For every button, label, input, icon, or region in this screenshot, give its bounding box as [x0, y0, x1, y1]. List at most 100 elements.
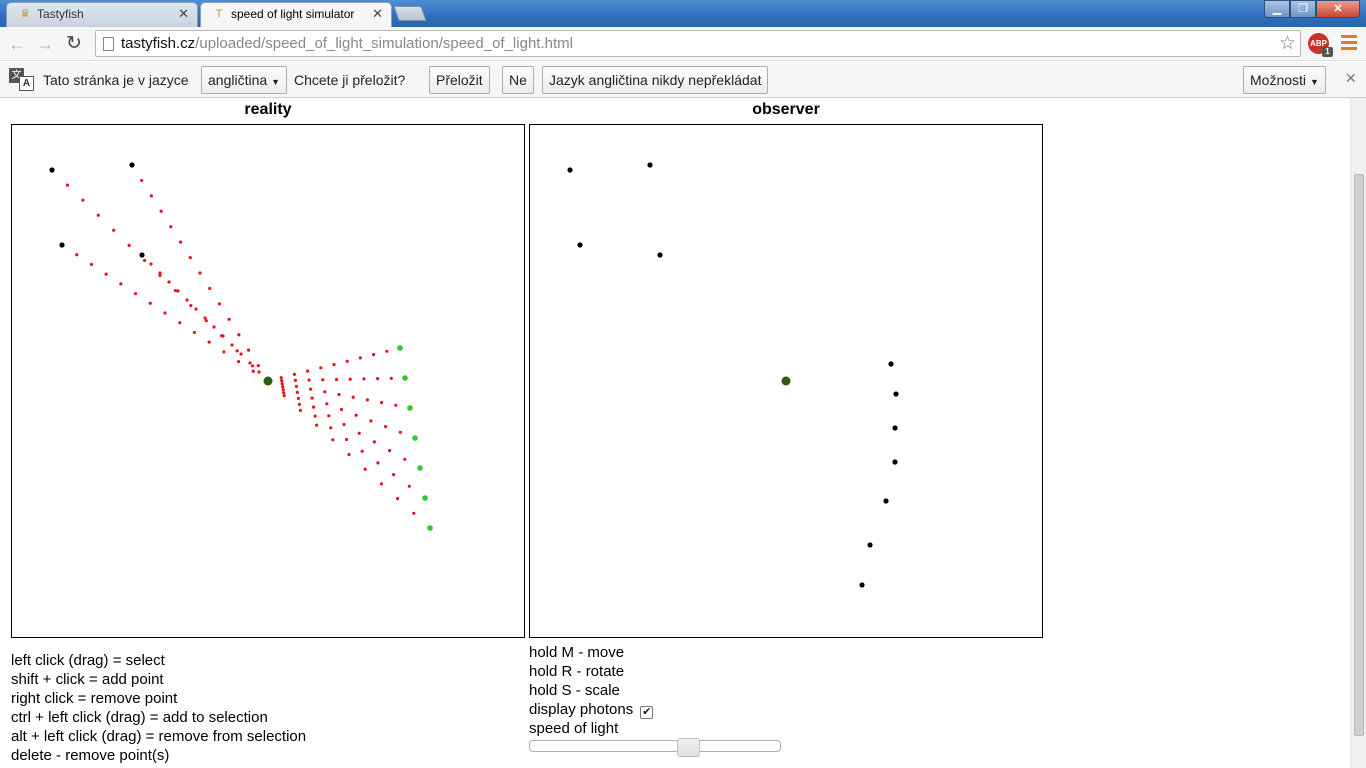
minimize-icon[interactable]: ▁ — [1264, 0, 1290, 18]
photon — [357, 431, 361, 435]
photon — [392, 473, 396, 477]
options-button[interactable]: Možnosti ▼ — [1243, 66, 1326, 94]
reality-point[interactable] — [59, 242, 65, 248]
window-titlebar: ♛ Tastyfish ✕ T speed of light simulator… — [0, 0, 1366, 27]
photon — [331, 438, 335, 442]
photon — [365, 398, 369, 402]
speed-of-light-slider[interactable] — [529, 738, 781, 757]
photon — [403, 457, 407, 461]
no-button[interactable]: Ne — [502, 66, 534, 94]
photon — [292, 372, 296, 376]
display-photons-label: display photons — [529, 701, 634, 718]
arrival-point[interactable] — [402, 375, 408, 381]
translate-question: Chcete ji přeložit? — [294, 72, 406, 88]
photon — [345, 359, 349, 363]
photon — [281, 385, 285, 389]
reality-point[interactable] — [129, 162, 135, 168]
photon — [363, 467, 367, 471]
tab-title: speed of light simulator — [231, 7, 355, 21]
t-icon: T — [215, 8, 223, 20]
observer-view-point[interactable] — [577, 242, 583, 248]
observer-view-point[interactable] — [567, 167, 573, 173]
observer-view-point[interactable] — [892, 425, 898, 431]
reality-point[interactable] — [139, 252, 145, 258]
photon — [148, 301, 152, 305]
tab-tastyfish[interactable]: ♛ Tastyfish ✕ — [6, 2, 198, 27]
photon — [369, 419, 373, 423]
photon — [376, 461, 380, 465]
observer-view-point[interactable] — [883, 498, 889, 504]
observer-view-point[interactable] — [867, 542, 873, 548]
window-close-icon[interactable]: ✕ — [1316, 0, 1360, 18]
observer-view-point[interactable] — [657, 252, 663, 258]
observer-view-point[interactable] — [888, 361, 894, 367]
close-icon[interactable]: ✕ — [178, 6, 189, 21]
reality-canvas[interactable] — [11, 124, 525, 638]
reality-observer-point[interactable] — [263, 376, 273, 386]
photon — [327, 414, 331, 418]
photon — [112, 228, 116, 232]
display-photons-row: display photons ✔ — [529, 700, 654, 719]
photon — [75, 253, 79, 257]
new-tab-button[interactable] — [393, 6, 427, 21]
photon — [389, 376, 393, 380]
photon — [65, 183, 70, 187]
reload-icon[interactable]: ↻ — [66, 33, 82, 54]
display-photons-checkbox[interactable]: ✔ — [640, 706, 654, 719]
reality-point[interactable] — [49, 167, 55, 173]
bookmark-star-icon[interactable]: ☆ — [1278, 33, 1296, 54]
address-bar[interactable]: tastyfish.cz/uploaded/speed_of_light_sim… — [95, 30, 1301, 57]
photon — [319, 366, 323, 370]
translate-close-icon[interactable]: ✕ — [1345, 70, 1357, 86]
arrival-point[interactable] — [422, 495, 428, 501]
arrival-point[interactable] — [417, 465, 423, 471]
observer-point[interactable] — [781, 376, 791, 386]
speed-label: speed of light — [529, 720, 619, 737]
photon — [293, 378, 297, 382]
tab-title: Tastyfish — [37, 7, 84, 21]
close-icon[interactable]: ✕ — [372, 6, 383, 21]
translate-button[interactable]: Přeložit — [429, 66, 490, 94]
arrival-point[interactable] — [427, 525, 433, 531]
photon — [89, 262, 94, 267]
slider-handle[interactable] — [676, 738, 700, 757]
photon — [207, 340, 211, 344]
photon — [294, 384, 298, 388]
photon — [396, 497, 400, 501]
url-host: tastyfish.cz — [121, 35, 196, 52]
observer-view-point[interactable] — [892, 459, 898, 465]
never-translate-button[interactable]: Jazyk angličtina nikdy nepřekládat — [542, 66, 769, 94]
observer-view-point[interactable] — [859, 582, 865, 588]
forward-arrow-icon[interactable]: → — [36, 34, 54, 54]
observer-view-point[interactable] — [893, 391, 899, 397]
arrival-point[interactable] — [407, 405, 413, 411]
reality-plot[interactable] — [12, 125, 524, 637]
language-select[interactable]: angličtina ▼ — [201, 66, 288, 94]
photon — [376, 377, 380, 381]
scrollbar-thumb[interactable] — [1354, 174, 1364, 736]
photon — [325, 402, 329, 406]
menu-hamburger-icon[interactable] — [1341, 35, 1357, 51]
photon — [323, 390, 327, 394]
url-text[interactable]: tastyfish.cz/uploaded/speed_of_light_sim… — [121, 35, 573, 52]
slider-track[interactable] — [529, 740, 781, 752]
vertical-scrollbar[interactable] — [1350, 98, 1366, 768]
observer-plot[interactable] — [530, 125, 1042, 637]
tab-speed-of-light[interactable]: T speed of light simulator ✕ — [200, 2, 392, 27]
photon — [358, 356, 362, 360]
observer-view-point[interactable] — [647, 162, 653, 168]
photon — [176, 289, 180, 293]
photon — [310, 396, 314, 400]
photon — [167, 280, 171, 284]
back-arrow-icon[interactable]: ← — [8, 34, 26, 54]
arrival-point[interactable] — [412, 435, 418, 441]
photon — [384, 425, 388, 429]
photon — [188, 255, 192, 260]
arrival-point[interactable] — [397, 345, 403, 351]
help-line: alt + left click (drag) = remove from se… — [11, 728, 307, 745]
adblock-icon[interactable]: ABP 1 — [1308, 33, 1333, 57]
observer-canvas[interactable] — [529, 124, 1043, 638]
photon — [297, 402, 301, 406]
photon — [127, 243, 131, 247]
maximize-icon[interactable]: ❐ — [1290, 0, 1316, 18]
